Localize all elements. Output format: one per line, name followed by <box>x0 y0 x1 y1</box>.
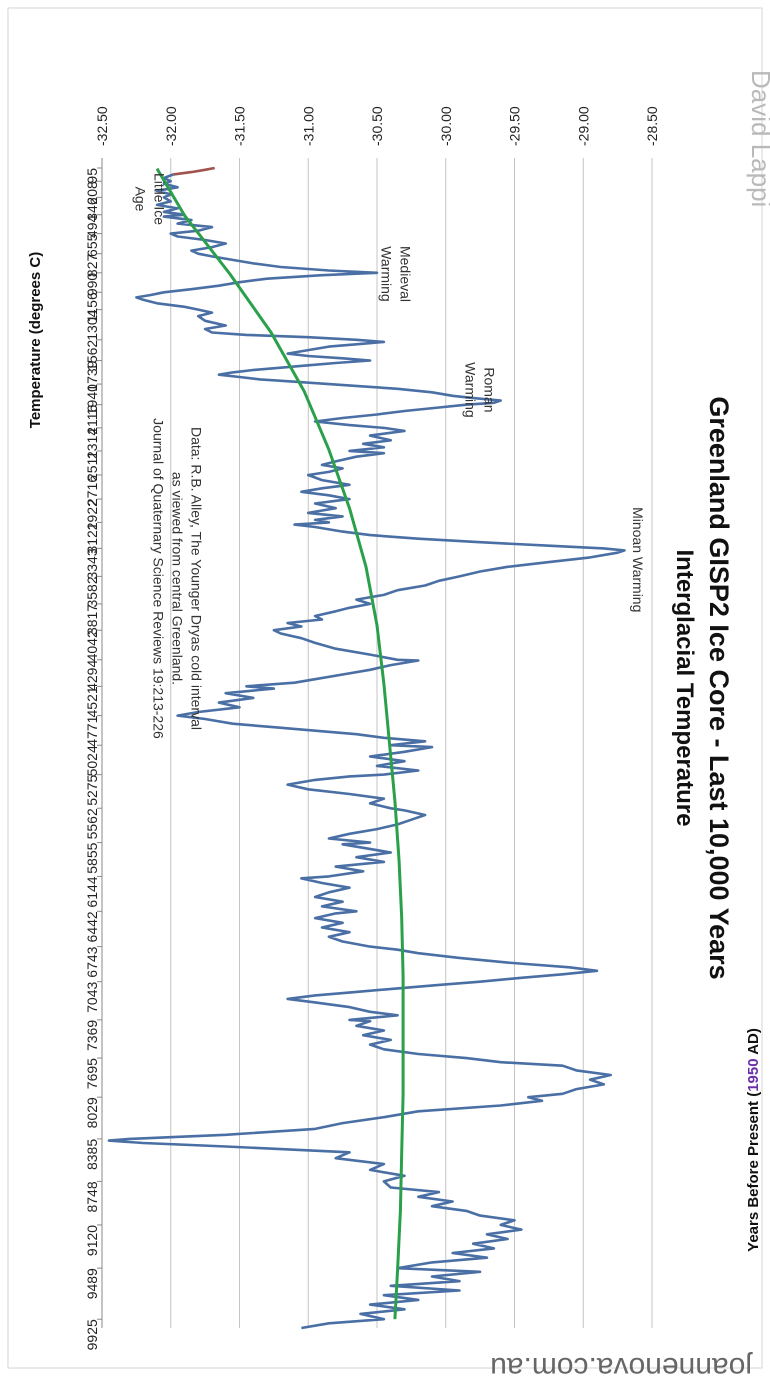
data-series <box>107 166 626 1330</box>
annotation-line: Journal of Quaternary Science Reviews 19… <box>150 418 166 739</box>
year-tick-label: 6144 <box>84 876 100 907</box>
year-tick-label: 4042 <box>84 630 100 661</box>
year-tick-label: 4771 <box>84 715 100 746</box>
year-tick-label: 827 <box>84 254 100 278</box>
year-tick-label: 3343 <box>84 548 100 579</box>
annotation-line: Little Ice <box>151 173 167 225</box>
temperature-tick-label: -29.50 <box>507 106 523 146</box>
year-tick-label: 1156 <box>84 292 100 322</box>
trend-line <box>155 167 405 1320</box>
year-tick-label: 1562 <box>84 340 100 371</box>
year-tick-label: 6442 <box>84 911 100 942</box>
chart-annotation: MedievalWarming <box>378 246 413 302</box>
year-tick-label: 7695 <box>84 1058 100 1089</box>
year-tick-label: 9489 <box>84 1268 100 1299</box>
year-tick-label: 6743 <box>84 946 100 977</box>
annotation-line: Age <box>132 187 148 212</box>
temperature-tick-label: -32.50 <box>94 106 110 146</box>
year-tick-label: 2922 <box>84 499 100 530</box>
temperature-tick-label: -32.00 <box>163 106 179 146</box>
year-tick-label: 5855 <box>84 842 100 873</box>
year-tick-label: 8029 <box>84 1097 100 1128</box>
year-tick-label: 655 <box>84 233 100 257</box>
year-tick-label: 4294 <box>84 660 100 691</box>
rotated-plot-group: -28.50 -29.00 -29.50 -30.00 -30.50 -31.00 -31.… <box>27 106 734 1350</box>
year-tick-label: 3582 <box>84 576 100 607</box>
temperature-tick-label: -28.50 <box>644 106 660 146</box>
year-tick-label: 8385 <box>84 1139 100 1170</box>
watermark-author: David Lappi <box>746 70 770 207</box>
annotation-line: Minoan Warming <box>630 507 646 612</box>
year-tick-label: 9120 <box>84 1225 100 1256</box>
annotation-line: Medieval <box>397 246 413 302</box>
temperature-line <box>107 173 626 1330</box>
chart-annotation: Little IceAge <box>132 173 167 225</box>
chart-title-line2: Interglacial Temperature <box>671 550 698 827</box>
chart-annotation: Data: R.B. Alley, The Younger Dryas cold… <box>150 418 204 739</box>
year-tick-label: 346 <box>84 197 100 221</box>
year-tick-label: 4521 <box>84 686 100 717</box>
temperature-tick-label: -30.50 <box>369 106 385 146</box>
year-tick-label: 7043 <box>84 981 100 1012</box>
watermark-site: joannenova.com.au <box>490 1351 753 1376</box>
year-tick-label: 208 <box>84 181 100 205</box>
year-tick-label: 2314 <box>84 428 100 459</box>
x-axis-label: Years Before Present (1950 AD) <box>745 1028 762 1252</box>
year-tick-label: 1940 <box>84 384 100 415</box>
annotation-line: Roman <box>481 367 497 412</box>
year-tick-label: 95 <box>84 168 100 184</box>
temperature-tick-label: -30.00 <box>438 106 454 146</box>
year-tick-label: 5562 <box>84 808 100 839</box>
temperature-tick-label: -29.00 <box>575 106 591 146</box>
year-tick-label: 8748 <box>84 1181 100 1212</box>
year-tick-label: 2511 <box>84 451 100 481</box>
year-tick-label: 2716 <box>84 475 100 506</box>
year-tick-label: 3121 <box>84 522 100 553</box>
chart-annotation: Minoan Warming <box>630 507 646 612</box>
year-tick-label: 990 <box>84 273 100 297</box>
annotation-line: Data: R.B. Alley, The Younger Dryas cold… <box>188 427 204 730</box>
chart-title-line1: Greenland GISP2 Ice Core - Last 10,000 Y… <box>704 396 734 979</box>
recent-temperature-line <box>173 166 215 176</box>
x-axis-label-suffix: AD) <box>745 1028 762 1058</box>
annotation-line: as viewed from central Greenland. <box>169 472 185 685</box>
year-tick-label: 5024 <box>84 745 100 776</box>
year-tick-label: 3817 <box>84 604 100 635</box>
year-tick-label: 1739 <box>84 360 100 391</box>
annotation-line: Warming <box>378 246 394 302</box>
year-tick-label: 9925 <box>84 1319 100 1350</box>
temperature-tick-label: -31.50 <box>232 106 248 146</box>
y-axis-label: Temperature (degrees C) <box>27 252 44 428</box>
temperature-tick-labels: -28.50 -29.00 -29.50 -30.00 -30.50 -31.00 -31.… <box>94 106 660 146</box>
year-tick-label: 7369 <box>84 1020 100 1051</box>
annotations: Minoan WarmingRomanWarmingMedievalWarmin… <box>132 173 646 739</box>
annotation-line: Warming <box>462 362 478 418</box>
year-tick-label: 5275 <box>84 774 100 805</box>
chart-annotation: RomanWarming <box>462 362 497 418</box>
year-tick-label: 2116 <box>84 404 100 434</box>
temperature-tick-label: -31.00 <box>300 106 316 146</box>
year-tick-label: 494 <box>84 215 100 239</box>
x-axis-label-prefix: Years Before Present ( <box>745 1092 762 1252</box>
year-tick-label: 1304 <box>84 309 100 340</box>
year-tick-labels: 9520834649465582799011561304156217391940… <box>84 167 102 1350</box>
x-axis-label-year: 1950 <box>745 1058 762 1091</box>
